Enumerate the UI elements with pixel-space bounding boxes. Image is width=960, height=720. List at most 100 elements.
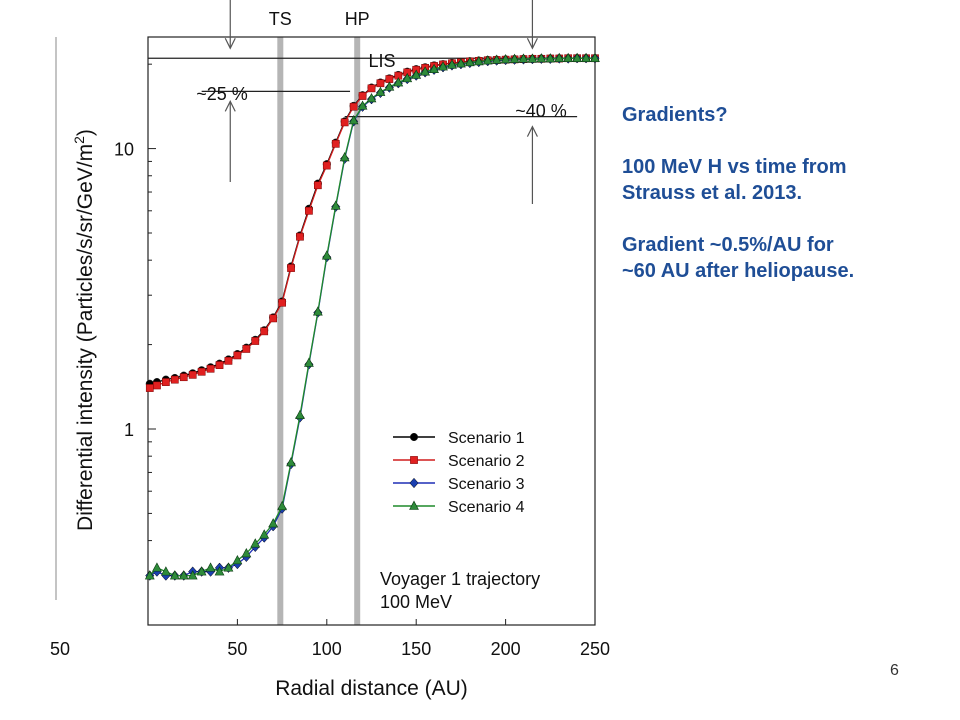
data-point-scenario-2 (322, 161, 331, 170)
data-point-scenario-4 (304, 357, 314, 367)
data-point-scenario-4 (286, 456, 296, 467)
data-point-scenario-2 (349, 102, 358, 111)
ts-bottom-arrow-head (224, 100, 236, 112)
legend-swatch-marker (409, 432, 419, 442)
data-point-scenario-4 (250, 538, 261, 548)
data-point-scenario-2 (145, 384, 154, 392)
data-point-scenario-4 (527, 53, 538, 63)
legend-swatch-marker (410, 456, 418, 464)
data-point-scenario-4 (429, 63, 439, 73)
x-tick-label: 50 (50, 639, 70, 659)
data-point-scenario-4 (205, 562, 216, 572)
x-tick-label: 100 (312, 639, 342, 659)
data-point-scenario-4 (295, 409, 305, 419)
data-point-scenario-4 (223, 562, 234, 572)
data-point-scenario-2 (287, 264, 295, 272)
data-point-scenario-4 (268, 518, 279, 528)
data-point-scenario-4 (312, 306, 323, 316)
data-point-scenario-2 (296, 232, 304, 241)
data-point-scenario-4 (509, 53, 520, 63)
data-point-scenario-4 (214, 566, 225, 576)
data-point-scenario-4 (241, 547, 252, 558)
data-point-scenario-4 (473, 56, 484, 66)
data-point-scenario-4 (259, 529, 270, 539)
legend-label: Scenario 4 (448, 499, 525, 516)
ts-label: TS (269, 9, 292, 29)
plot-area: TS HP 50 50 100 150 200 250 Radial distance (AU)… (50, 0, 610, 700)
data-point-scenario-2 (233, 351, 242, 360)
hp-bottom-arrow-head (526, 125, 538, 137)
data-point-scenario-4 (420, 66, 431, 76)
legend-swatch-marker (409, 500, 419, 510)
data-point-scenario-2 (206, 364, 215, 373)
data-point-scenario-2 (340, 118, 349, 127)
y-axis-title: Differential intensity (Particles/s/sr/G… (71, 129, 97, 531)
data-point-scenario-4 (518, 53, 529, 63)
data-point-scenario-2 (376, 79, 385, 88)
data-point-scenario-4 (402, 72, 413, 83)
data-point-scenario-2 (242, 345, 251, 353)
data-point-scenario-4 (500, 53, 511, 64)
data-point-scenario-2 (278, 298, 286, 307)
data-point-scenario-4 (590, 52, 600, 63)
hp-label: HP (345, 9, 370, 29)
x-tick-label: 200 (491, 639, 521, 659)
x-axis-title: Radial distance (AU) (275, 677, 468, 700)
note-line-source-2: Strauss et al. 2013. (622, 182, 803, 204)
data-point-scenario-4 (375, 86, 386, 96)
note-line-gradient-1: Gradient ~0.5%/AU for (622, 234, 834, 256)
y-tick-label: 1 (124, 420, 134, 440)
ts-top-arrow-head (224, 37, 236, 50)
data-point-scenario-4 (563, 52, 574, 63)
gradients-note: Gradients? 100 MeV H vs time from Strauss… (622, 102, 952, 310)
data-point-scenario-4 (321, 250, 332, 260)
lis-label: LIS (368, 51, 395, 71)
note-line-question: Gradients? (622, 104, 728, 126)
legend-label: Scenario 3 (448, 476, 525, 493)
data-point-scenario-2 (269, 314, 278, 323)
hp-change-label: ~40 % (515, 101, 567, 121)
data-point-scenario-4 (357, 100, 368, 110)
data-point-scenario-2 (197, 367, 206, 376)
data-point-scenario-2 (224, 356, 233, 365)
data-point-scenario-4 (384, 81, 395, 91)
data-point-scenario-2 (331, 139, 340, 148)
data-point-scenario-4 (339, 151, 350, 162)
legend-label: Scenario 2 (448, 453, 525, 470)
data-point-scenario-4 (348, 115, 359, 125)
data-point-scenario-2 (215, 361, 224, 369)
trajectory-note: Voyager 1 trajectory (380, 569, 540, 589)
y-axis-title-end: ) (74, 129, 97, 136)
data-point-scenario-2 (305, 206, 313, 215)
data-point-scenario-2 (358, 92, 367, 100)
data-point-scenario-4 (277, 500, 287, 511)
legend-label: Scenario 1 (448, 430, 525, 447)
data-point-scenario-4 (536, 53, 547, 63)
data-point-scenario-2 (188, 370, 197, 379)
note-line-gradient-2: ~60 AU after heliopause. (622, 260, 855, 282)
data-point-scenario-4 (330, 200, 341, 210)
hp-top-arrow-head (526, 37, 538, 50)
x-tick-label: 150 (401, 639, 431, 659)
data-point-scenario-4 (411, 69, 422, 79)
data-point-scenario-2 (314, 181, 322, 190)
data-point-scenario-4 (144, 570, 155, 580)
data-point-scenario-4 (160, 566, 171, 576)
data-point-scenario-4 (554, 52, 565, 63)
data-point-scenario-2 (170, 375, 179, 384)
data-point-scenario-4 (464, 56, 475, 67)
x-tick-label: 250 (580, 639, 610, 659)
data-point-scenario-2 (153, 381, 161, 390)
data-point-scenario-4 (169, 570, 180, 580)
data-point-scenario-4 (581, 52, 591, 63)
data-point-scenario-4 (491, 54, 502, 64)
data-point-scenario-4 (456, 58, 466, 68)
data-point-scenario-4 (572, 52, 583, 63)
data-point-scenario-4 (447, 59, 457, 69)
y-tick-label: 10 (114, 140, 134, 160)
data-point-scenario-4 (187, 570, 198, 580)
data-point-scenario-4 (545, 53, 556, 63)
data-point-scenario-2 (251, 337, 260, 345)
data-point-scenario-4 (196, 566, 207, 576)
